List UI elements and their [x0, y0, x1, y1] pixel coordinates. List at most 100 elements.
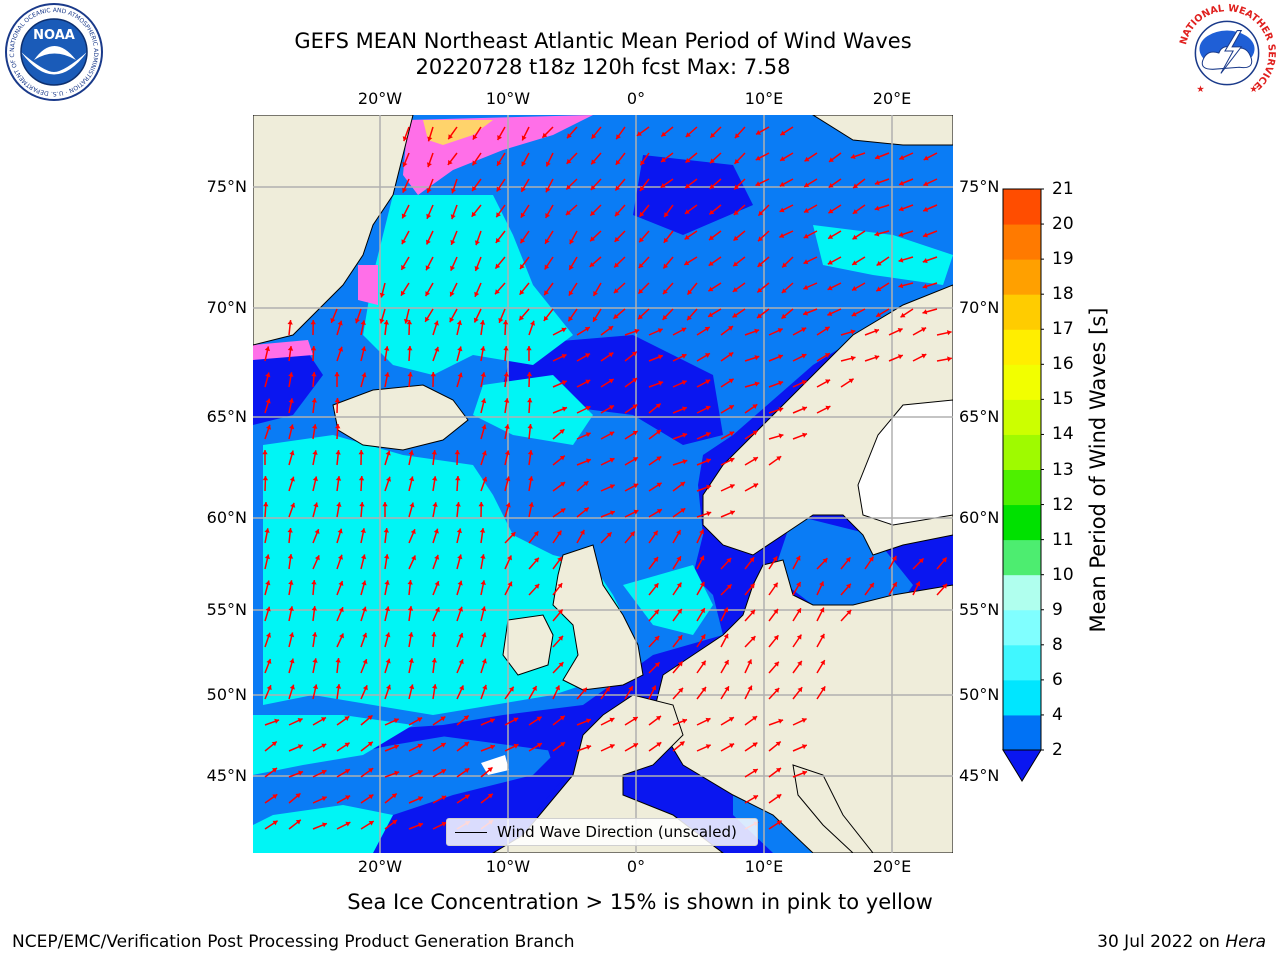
wave-direction-arrowhead	[407, 346, 413, 351]
wave-direction-arrowhead	[796, 634, 802, 640]
wave-direction-arrowhead	[455, 476, 461, 481]
wave-direction-arrowhead	[480, 580, 486, 585]
wave-direction-arrowhead	[545, 213, 550, 218]
lat-tick-right: 65°N	[959, 407, 1000, 426]
wave-direction-arrowhead	[345, 795, 351, 801]
wave-direction-arrowhead	[613, 288, 619, 294]
wave-direction-arrowhead	[543, 315, 549, 321]
wave-direction-arrowhead	[608, 379, 614, 384]
wave-direction-arrowhead	[272, 794, 278, 799]
lat-tick-left: 55°N	[206, 600, 247, 619]
wave-direction-arrowhead	[753, 483, 759, 489]
wave-direction-arrowhead	[802, 770, 807, 776]
wave-direction-arrowhead	[432, 476, 438, 481]
wave-direction-arrowhead	[432, 502, 438, 507]
wave-direction-arrowhead	[778, 718, 784, 724]
wave-direction-arrowhead	[656, 742, 662, 747]
wave-direction-arrowhead	[921, 353, 927, 359]
wave-direction-arrowhead	[876, 312, 882, 317]
wave-direction-arrowhead	[440, 743, 446, 748]
wave-direction-arrowhead	[310, 320, 316, 325]
wave-direction-arrowhead	[384, 606, 390, 612]
wave-direction-arrowhead	[561, 327, 567, 333]
wave-direction-arrowhead	[480, 346, 486, 351]
wave-direction-arrowhead	[758, 236, 763, 242]
lat-tick-right: 75°N	[959, 177, 1000, 196]
wave-direction-arrowhead	[750, 636, 756, 642]
wave-direction-arrowhead	[631, 351, 637, 357]
wave-direction-arrowhead	[392, 820, 397, 825]
wave-direction-arrowhead	[411, 555, 416, 561]
wave-direction-arrowhead	[778, 433, 784, 439]
wave-direction-arrowhead	[409, 502, 415, 508]
wave-direction-arrowhead	[875, 154, 880, 160]
wave-direction-arrowhead	[473, 317, 479, 323]
wave-direction-arrowhead	[752, 716, 758, 721]
wave-direction-arrowhead	[638, 263, 644, 268]
wave-direction-arrowhead	[682, 718, 687, 724]
wave-direction-arrowhead	[918, 558, 924, 564]
wave-direction-arrowhead	[639, 237, 644, 243]
wave-direction-arrowhead	[434, 607, 440, 613]
footer-date-text: 30 Jul 2022 on	[1097, 932, 1226, 952]
wave-direction-arrowhead	[338, 346, 343, 352]
wave-direction-arrowhead	[565, 210, 571, 216]
wave-direction-arrowhead	[311, 372, 317, 377]
map-panel[interactable]	[253, 115, 953, 853]
wave-direction-arrowhead	[653, 557, 658, 562]
wave-direction-arrowhead	[828, 234, 834, 239]
wave-direction-arrowhead	[384, 554, 390, 559]
wave-direction-arrowhead	[497, 160, 502, 166]
wave-direction-arrowhead	[314, 529, 320, 534]
wave-direction-arrowhead	[590, 185, 596, 190]
colorbar-tick-label: 20	[1052, 214, 1074, 235]
wave-direction-arrowhead	[723, 607, 729, 613]
wave-direction-arrowhead	[520, 238, 526, 244]
wave-direction-arrowhead	[868, 556, 874, 562]
colorbar-block	[1003, 224, 1041, 260]
wave-direction-arrowhead	[297, 744, 303, 750]
wave-direction-arrowhead	[941, 557, 947, 563]
wave-direction-arrowhead	[559, 429, 565, 434]
wave-direction-arrowhead	[632, 457, 638, 462]
wave-direction-arrowhead	[361, 580, 367, 586]
wave-direction-arrowhead	[776, 456, 782, 461]
wave-direction-arrowhead	[334, 398, 341, 403]
wave-direction-arrowhead	[401, 239, 407, 245]
wave-direction-arrowhead	[526, 346, 532, 351]
wave-direction-arrowhead	[687, 315, 692, 321]
wave-direction-arrowhead	[628, 686, 633, 692]
wave-direction-arrowhead	[455, 502, 461, 507]
wave-direction-arrowhead	[481, 424, 487, 430]
wave-direction-arrowhead	[774, 661, 779, 667]
wave-direction-arrowhead	[656, 716, 661, 721]
wave-direction-arrowhead	[450, 239, 456, 245]
wave-direction-arrowhead	[733, 261, 739, 267]
wave-direction-arrowhead	[262, 450, 268, 455]
wave-direction-arrowhead	[314, 555, 320, 561]
wave-direction-arrowhead	[481, 658, 487, 664]
wave-direction-arrowhead	[569, 239, 575, 245]
wave-direction-arrowhead	[605, 686, 610, 692]
wave-direction-arrowhead	[728, 352, 734, 358]
wave-direction-arrowhead	[527, 398, 533, 403]
colorbar-extend-arrow	[1002, 749, 1042, 782]
wave-direction-arrowhead	[449, 291, 455, 297]
wave-direction-arrowhead	[266, 685, 272, 691]
wave-direction-arrowhead	[780, 156, 786, 161]
wave-direction-arrowhead	[654, 662, 660, 668]
wave-direction-arrowhead	[852, 234, 858, 240]
wave-direction-arrowhead	[434, 581, 440, 586]
wave-direction-arrowhead	[796, 582, 801, 587]
wave-direction-arrowhead	[728, 378, 734, 384]
wave-direction-arrowhead	[266, 424, 271, 430]
wave-direction-arrowhead	[922, 309, 928, 315]
wave-direction-arrowhead	[705, 717, 711, 723]
wave-direction-arrowhead	[382, 502, 388, 507]
wave-direction-arrowhead	[705, 405, 711, 411]
wave-direction-arrowhead	[560, 482, 566, 487]
wave-direction-arrowhead	[312, 450, 318, 455]
wave-direction-arrowhead	[474, 240, 480, 246]
wave-direction-arrowhead	[614, 262, 620, 268]
wave-direction-arrowhead	[797, 687, 803, 693]
